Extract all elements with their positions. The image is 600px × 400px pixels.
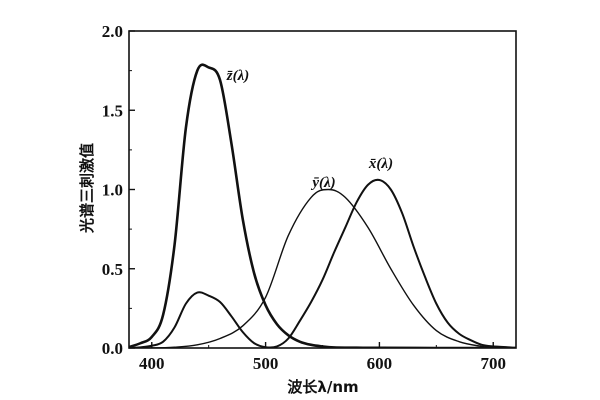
x-tick-label: 600 [367, 354, 393, 373]
x-bar-curve [129, 178, 516, 348]
y-tick-label: 0.0 [102, 339, 123, 358]
x-tick-label: 400 [139, 354, 165, 373]
x-tick-label: 500 [253, 354, 279, 373]
y-tick-label: 1.5 [102, 101, 123, 120]
y-axis-title: 光谱三刺激值 [78, 143, 96, 234]
axis-ticks: 400 500 600 700 0.0 0.5 1.0 1.5 2.0 [102, 22, 506, 373]
y-bar-curve [129, 188, 516, 348]
z-bar-curve [129, 63, 494, 348]
x-bar-label: x̄(λ) [368, 156, 393, 172]
z-bar-label: z̄(λ) [226, 68, 250, 84]
y-tick-label: 0.5 [102, 260, 123, 279]
x-axis-title: 波长λ/nm [287, 378, 358, 396]
series-labels: z̄(λ) ȳ(λ) x̄(λ) [226, 68, 393, 191]
axis-labels: 波长λ/nm 光谱三刺激值 [78, 143, 359, 396]
x-tick-label: 700 [480, 354, 506, 373]
y-tick-label: 1.0 [102, 181, 123, 200]
y-bar-label: ȳ(λ) [310, 175, 335, 191]
y-tick-label: 2.0 [102, 22, 123, 41]
